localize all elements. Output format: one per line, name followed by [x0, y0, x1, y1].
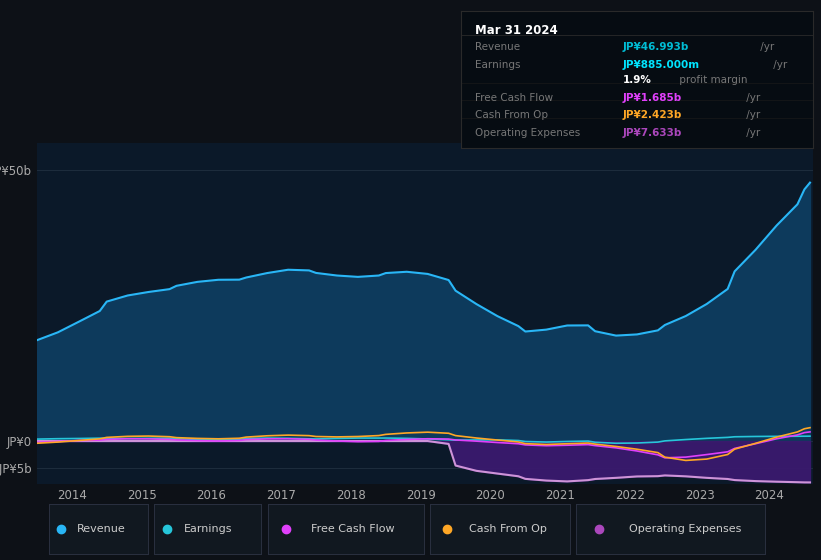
- Text: Operating Expenses: Operating Expenses: [475, 128, 580, 138]
- Text: Earnings: Earnings: [185, 524, 233, 534]
- Text: JP¥1.685b: JP¥1.685b: [623, 92, 682, 102]
- Text: JP¥2.423b: JP¥2.423b: [623, 110, 682, 120]
- Text: Revenue: Revenue: [475, 42, 521, 52]
- Text: Cash From Op: Cash From Op: [475, 110, 548, 120]
- Text: JP¥7.633b: JP¥7.633b: [623, 128, 682, 138]
- Text: Earnings: Earnings: [475, 60, 521, 69]
- Text: /yr: /yr: [743, 92, 760, 102]
- Text: 1.9%: 1.9%: [623, 75, 652, 85]
- Text: Mar 31 2024: Mar 31 2024: [475, 24, 558, 36]
- Text: JP¥885.000m: JP¥885.000m: [623, 60, 700, 69]
- Text: Operating Expenses: Operating Expenses: [629, 524, 741, 534]
- Text: Free Cash Flow: Free Cash Flow: [311, 524, 395, 534]
- Text: profit margin: profit margin: [677, 75, 748, 85]
- Text: /yr: /yr: [757, 42, 774, 52]
- Text: Cash From Op: Cash From Op: [470, 524, 548, 534]
- Text: Free Cash Flow: Free Cash Flow: [475, 92, 553, 102]
- Text: Revenue: Revenue: [77, 524, 126, 534]
- Text: /yr: /yr: [770, 60, 787, 69]
- Text: /yr: /yr: [743, 110, 760, 120]
- Text: JP¥46.993b: JP¥46.993b: [623, 42, 690, 52]
- Text: /yr: /yr: [743, 128, 760, 138]
